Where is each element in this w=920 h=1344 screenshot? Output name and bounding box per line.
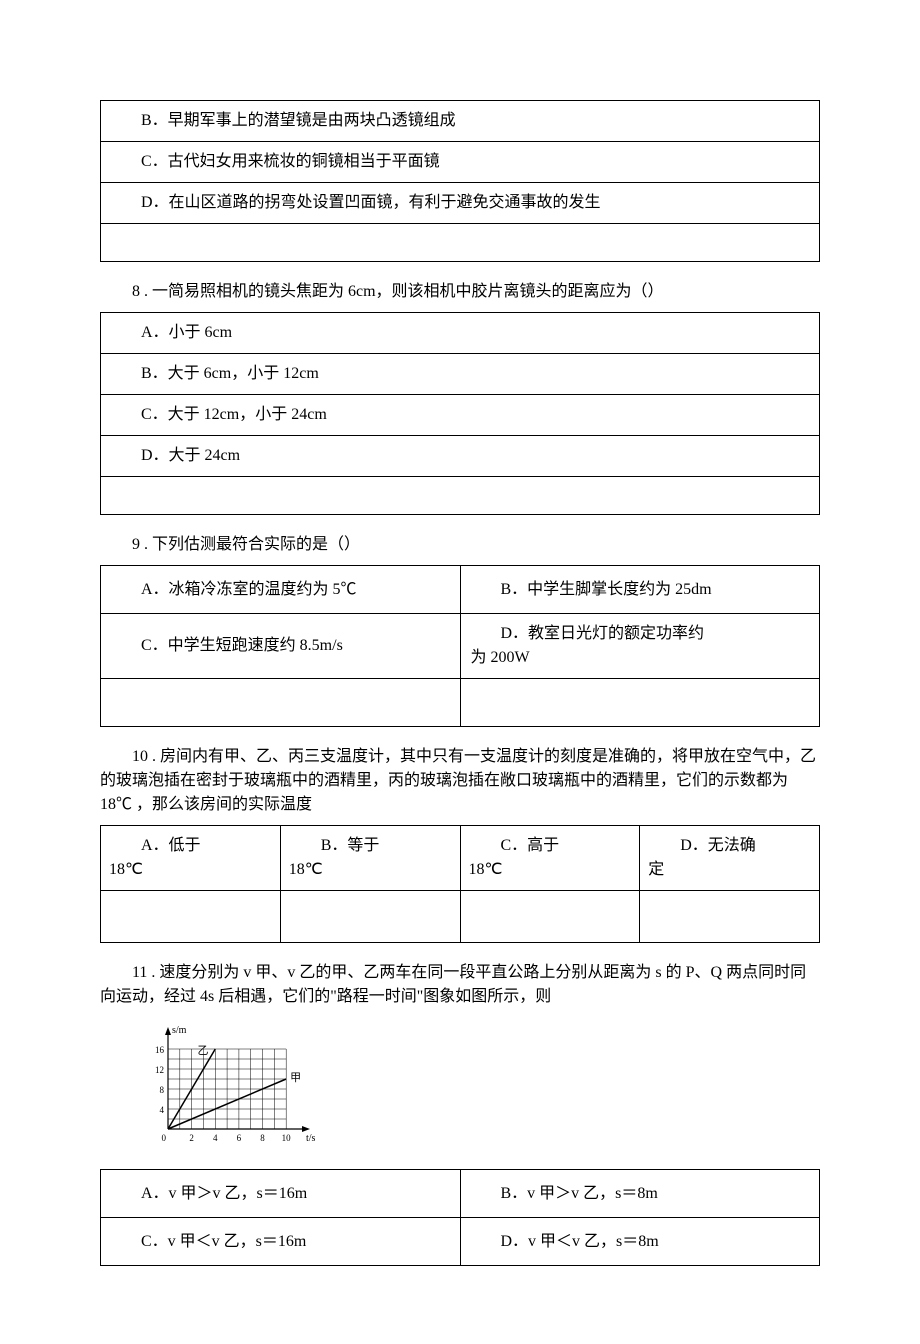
svg-text:12: 12 — [155, 1065, 164, 1075]
q8-option-a: A．小于 6cm — [101, 313, 820, 354]
svg-text:乙: 乙 — [198, 1044, 209, 1057]
q11-stem: 11 . 速度分别为 v 甲、v 乙的甲、乙两车在同一段平直公路上分别从距离为 … — [100, 961, 820, 1009]
q8-options-table: A．小于 6cm B．大于 6cm，小于 12cm C．大于 12cm，小于 2… — [100, 312, 820, 515]
q11-option-a: A．v 甲＞v 乙，s＝16m — [101, 1170, 461, 1218]
q7-option-b: B．早期军事上的潜望镜是由两块凸透镜组成 — [101, 101, 820, 142]
q9-option-d: D．教室日光灯的额定功率约 为 200W — [460, 614, 820, 679]
q11-option-d: D．v 甲＜v 乙，s＝8m — [460, 1218, 820, 1266]
q10-empty-c — [460, 891, 640, 943]
q10-option-d: D．无法确定 — [640, 826, 820, 891]
q10-options-table: A．低于18℃ B．等于18℃ C．高于18℃ D．无法确定 — [100, 825, 820, 943]
q11-option-c: C．v 甲＜v 乙，s＝16m — [101, 1218, 461, 1266]
svg-text:0: 0 — [162, 1133, 167, 1143]
q10-empty-d — [640, 891, 820, 943]
q9-options-table: A．冰箱冷冻室的温度约为 5℃ B．中学生脚掌长度约为 25dm C．中学生短跑… — [100, 565, 820, 727]
svg-text:s/m: s/m — [172, 1025, 187, 1036]
q7-options-table: B．早期军事上的潜望镜是由两块凸透镜组成 C．古代妇女用来梳妆的铜镜相当于平面镜… — [100, 100, 820, 262]
svg-text:2: 2 — [189, 1133, 194, 1143]
q8-option-b: B．大于 6cm，小于 12cm — [101, 354, 820, 395]
q9-option-a: A．冰箱冷冻室的温度约为 5℃ — [101, 566, 461, 614]
q11-graph-svg: 4 8 12 16 2 4 6 8 10 0 s/m t/s 乙甲 — [140, 1019, 330, 1149]
q7-empty-row — [101, 224, 820, 262]
svg-text:甲: 甲 — [290, 1072, 301, 1084]
q10-empty-a — [101, 891, 281, 943]
q8-empty-row — [101, 477, 820, 515]
q8-option-d: D．大于 24cm — [101, 436, 820, 477]
q8-stem: 8 . 一简易照相机的镜头焦距为 6cm，则该相机中胶片离镜头的距离应为（） — [100, 280, 820, 304]
q9-empty-1 — [101, 679, 461, 727]
q10-option-a: A．低于18℃ — [101, 826, 281, 891]
svg-text:4: 4 — [213, 1133, 218, 1143]
q11-graph: 4 8 12 16 2 4 6 8 10 0 s/m t/s 乙甲 — [140, 1019, 820, 1157]
q7-option-c: C．古代妇女用来梳妆的铜镜相当于平面镜 — [101, 142, 820, 183]
svg-text:16: 16 — [155, 1045, 165, 1055]
q9-empty-2 — [460, 679, 820, 727]
svg-text:8: 8 — [260, 1133, 265, 1143]
q11-option-b: B．v 甲＞v 乙，s＝8m — [460, 1170, 820, 1218]
q10-empty-b — [280, 891, 460, 943]
svg-text:4: 4 — [160, 1105, 165, 1115]
q7-option-d: D．在山区道路的拐弯处设置凹面镜，有利于避免交通事故的发生 — [101, 183, 820, 224]
svg-text:10: 10 — [282, 1133, 292, 1143]
q8-option-c: C．大于 12cm，小于 24cm — [101, 395, 820, 436]
q9-stem: 9 . 下列估测最符合实际的是（） — [100, 533, 820, 557]
svg-text:8: 8 — [160, 1085, 165, 1095]
svg-text:t/s: t/s — [306, 1133, 316, 1144]
q10-stem: 10 . 房间内有甲、乙、丙三支温度计，其中只有一支温度计的刻度是准确的，将甲放… — [100, 745, 820, 817]
q10-option-b: B．等于18℃ — [280, 826, 460, 891]
q11-options-table: A．v 甲＞v 乙，s＝16m B．v 甲＞v 乙，s＝8m C．v 甲＜v 乙… — [100, 1169, 820, 1266]
svg-text:6: 6 — [237, 1133, 242, 1143]
q9-option-b: B．中学生脚掌长度约为 25dm — [460, 566, 820, 614]
q9-option-c: C．中学生短跑速度约 8.5m/s — [101, 614, 461, 679]
q10-option-c: C．高于18℃ — [460, 826, 640, 891]
